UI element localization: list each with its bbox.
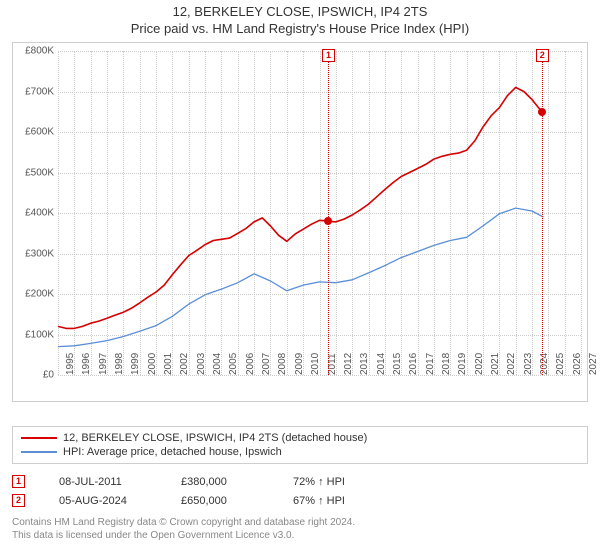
- event-price: £650,000: [181, 495, 271, 507]
- event-delta: 72% ↑ HPI: [293, 476, 345, 488]
- y-axis-label: £600K: [25, 127, 58, 138]
- event-price: £380,000: [181, 476, 271, 488]
- y-axis-label: £0: [43, 370, 58, 381]
- y-axis-label: £100K: [25, 329, 58, 340]
- event-list: 1 08-JUL-2011 £380,000 72% ↑ HPI 2 05-AUG-202…: [12, 472, 588, 510]
- footer-line1: Contains HM Land Registry data © Crown c…: [12, 516, 588, 529]
- event-delta: 67% ↑ HPI: [293, 495, 345, 507]
- y-axis-label: £300K: [25, 248, 58, 259]
- event-date: 08-JUL-2011: [59, 476, 159, 488]
- event-marker-box: 2: [536, 49, 549, 62]
- legend-row: HPI: Average price, detached house, Ipsw…: [21, 445, 579, 459]
- footer-attribution: Contains HM Land Registry data © Crown c…: [12, 516, 588, 542]
- series-line-property: [58, 87, 542, 328]
- x-axis-label: 2027: [584, 353, 599, 375]
- chart-container: £0 £100K £200K £300K £400K £500K £600K £700K £80…: [12, 42, 588, 402]
- legend-label: HPI: Average price, detached house, Ipsw…: [63, 446, 282, 458]
- legend-label: 12, BERKELEY CLOSE, IPSWICH, IP4 2TS (de…: [63, 432, 367, 444]
- y-axis-label: £800K: [25, 46, 58, 57]
- y-axis-label: £400K: [25, 208, 58, 219]
- event-row-number-box: 2: [12, 494, 25, 507]
- y-axis-label: £200K: [25, 289, 58, 300]
- event-date: 05-AUG-2024: [59, 495, 159, 507]
- legend: 12, BERKELEY CLOSE, IPSWICH, IP4 2TS (de…: [12, 426, 588, 464]
- event-row-number-box: 1: [12, 475, 25, 488]
- plot-area: £0£100K£200K£300K£400K£500K£600K£700K£80…: [58, 51, 581, 375]
- legend-swatch: [21, 437, 57, 439]
- title-address: 12, BERKELEY CLOSE, IPSWICH, IP4 2TS: [0, 4, 600, 19]
- y-axis-label: £700K: [25, 86, 58, 97]
- series-line-hpi: [58, 208, 543, 347]
- gridline-h: [58, 375, 581, 376]
- title-subtitle: Price paid vs. HM Land Registry's House …: [0, 21, 600, 36]
- event-vline: [542, 51, 543, 375]
- title-block: 12, BERKELEY CLOSE, IPSWICH, IP4 2TS Pri…: [0, 0, 600, 38]
- gridline-v: [581, 51, 582, 375]
- event-marker-dot: [324, 217, 332, 225]
- event-vline: [328, 51, 329, 375]
- event-row: 1 08-JUL-2011 £380,000 72% ↑ HPI: [12, 472, 588, 491]
- event-marker-box: 1: [322, 49, 335, 62]
- series-svg: [58, 51, 581, 375]
- footer-line2: This data is licensed under the Open Gov…: [12, 529, 588, 542]
- legend-swatch: [21, 451, 57, 453]
- y-axis-label: £500K: [25, 167, 58, 178]
- event-row: 2 05-AUG-2024 £650,000 67% ↑ HPI: [12, 491, 588, 510]
- legend-row: 12, BERKELEY CLOSE, IPSWICH, IP4 2TS (de…: [21, 431, 579, 445]
- event-marker-dot: [538, 108, 546, 116]
